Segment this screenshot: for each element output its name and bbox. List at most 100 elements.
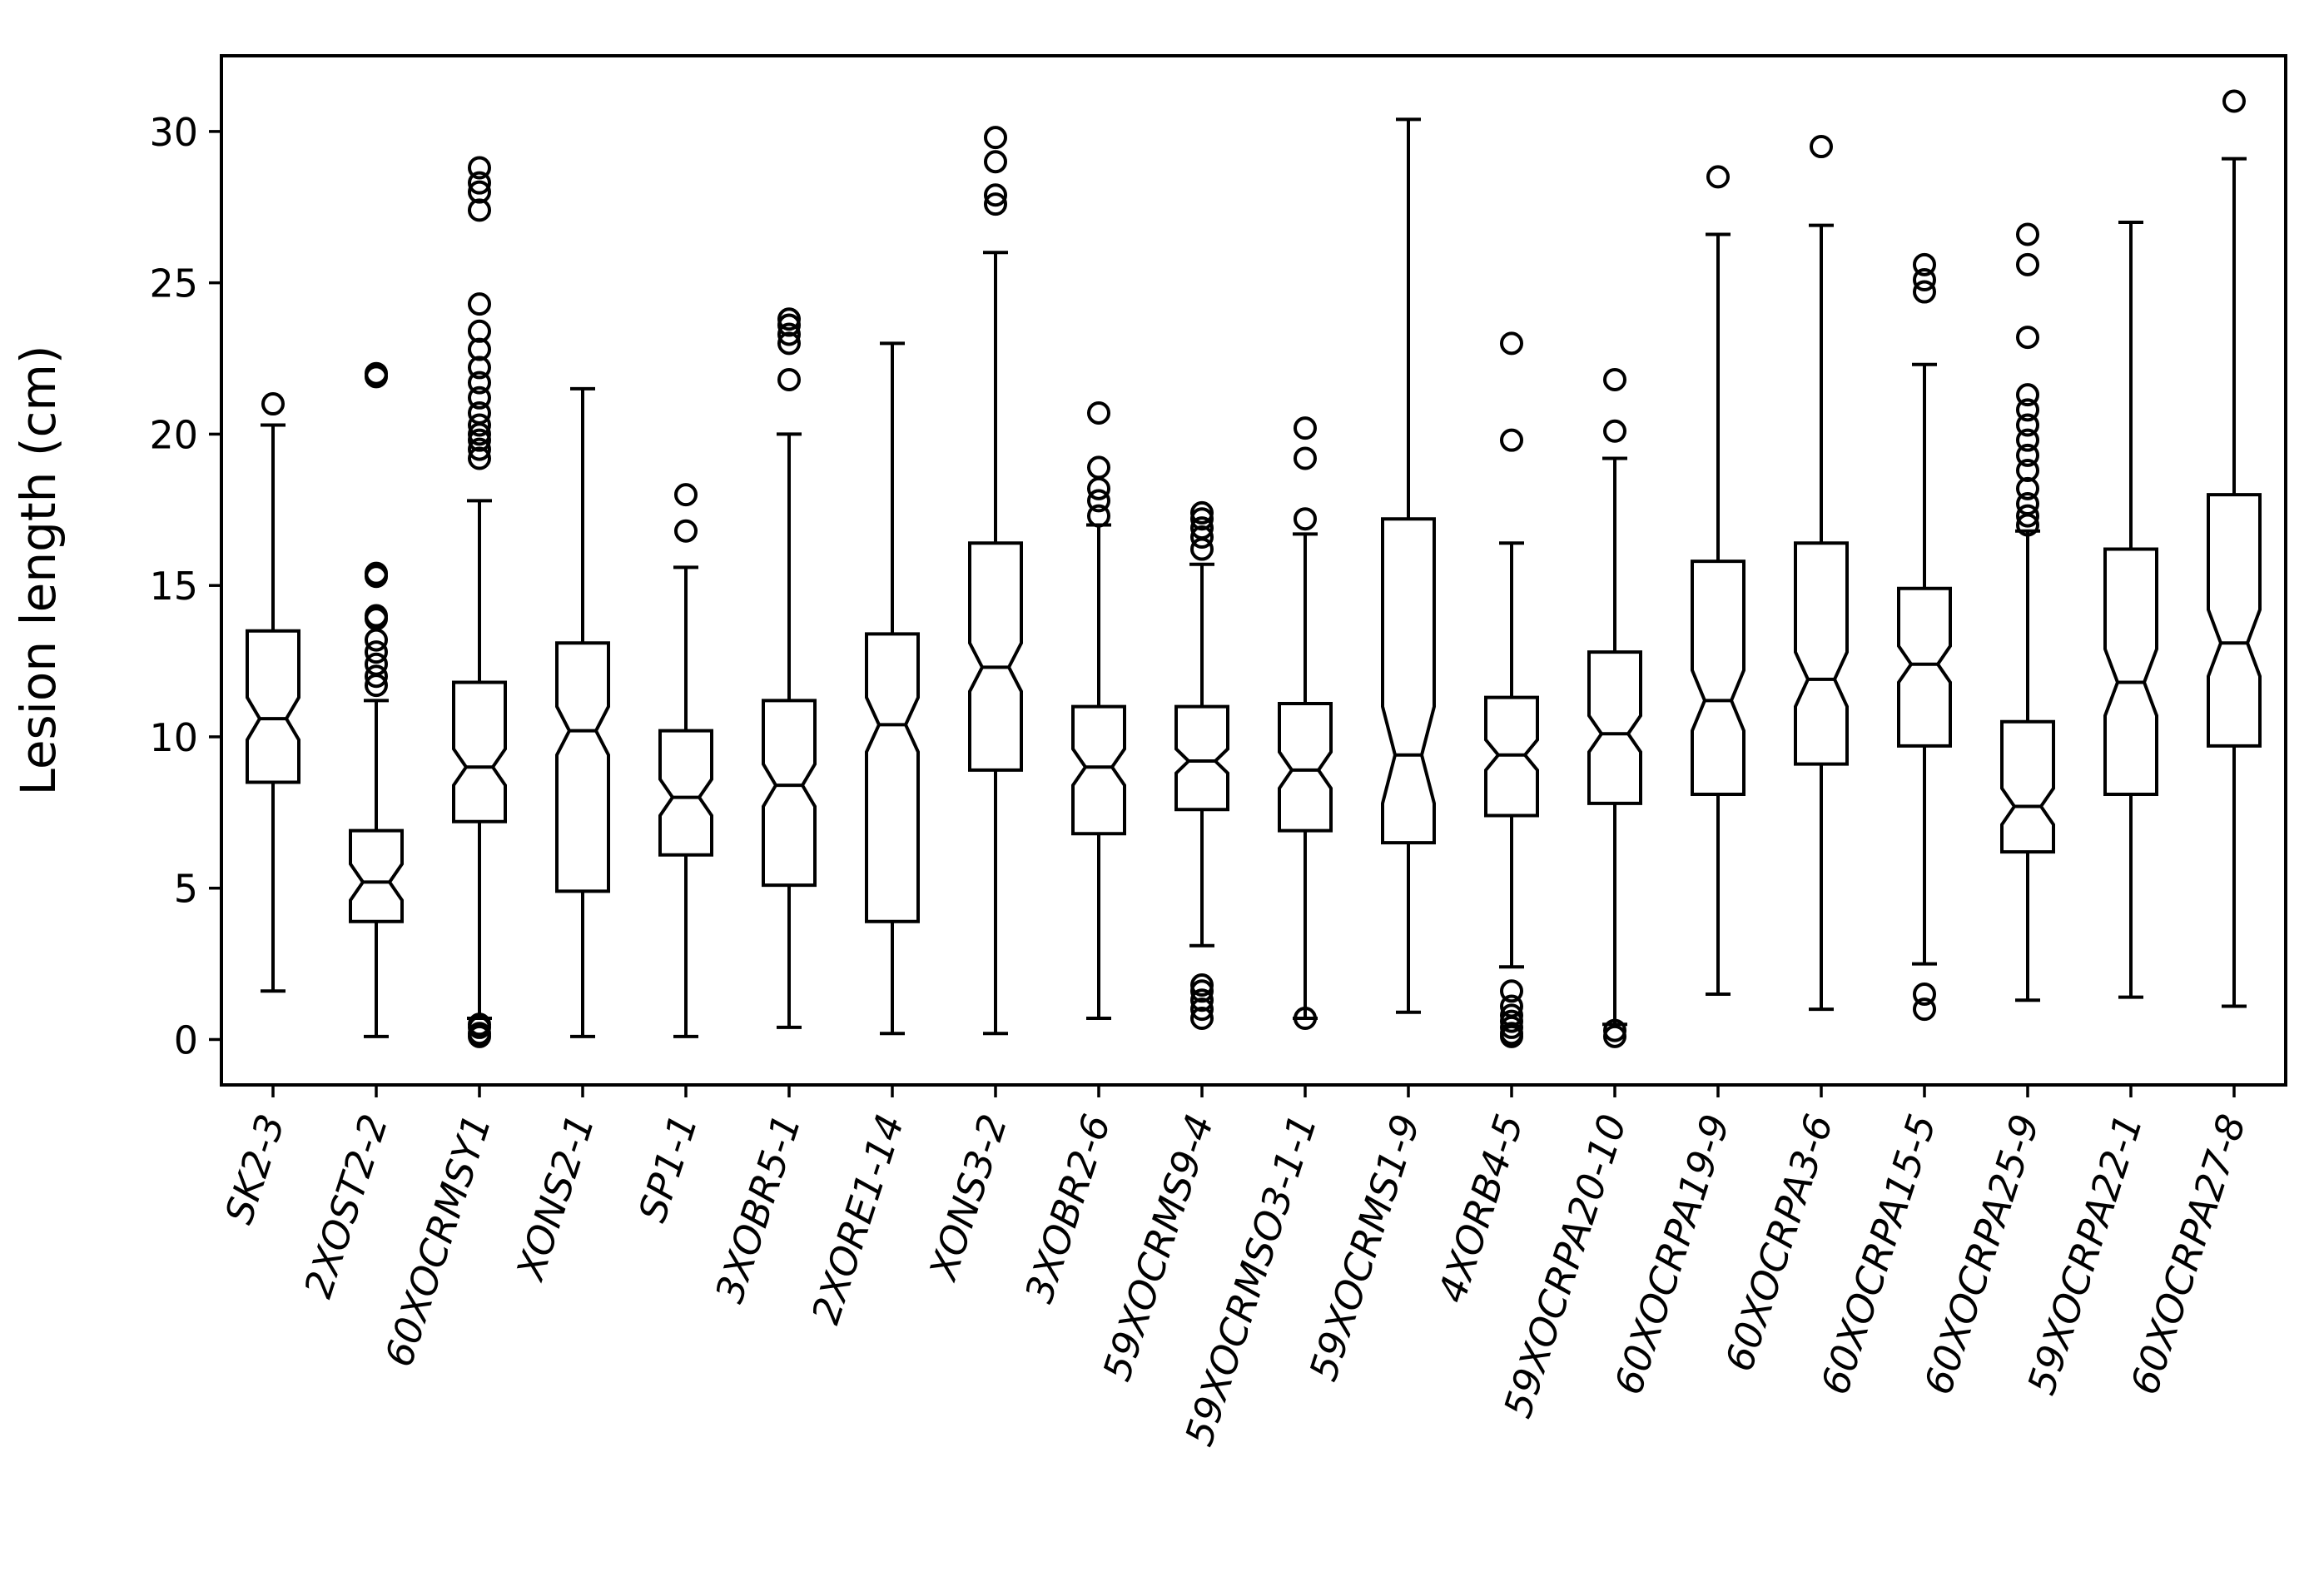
outlier-point: [1294, 507, 1317, 531]
outlier-point: [674, 519, 698, 543]
outlier-point: [468, 428, 491, 452]
outlier-point: [1500, 428, 1523, 452]
y-tick-label: 15: [149, 564, 198, 609]
outlier-point: [468, 386, 491, 410]
outlier-point: [2016, 459, 2039, 483]
outlier-point: [468, 156, 491, 180]
outlier-point: [1294, 416, 1317, 440]
box-group: [1278, 416, 1333, 1031]
outlier-point: [2016, 413, 2039, 437]
notched-box: [1691, 560, 1745, 797]
outlier-point: [777, 331, 801, 356]
outlier-point: [1294, 446, 1317, 470]
notched-box: [555, 641, 610, 893]
y-tick-label: 5: [174, 867, 198, 912]
notched-box: [246, 629, 300, 784]
outlier-point: [2016, 443, 2039, 467]
box-group: [2103, 220, 2158, 999]
outlier-point: [1190, 500, 1214, 525]
box-group: [968, 126, 1023, 1036]
outlier-point: [984, 192, 1007, 216]
outlier-point: [1294, 1007, 1317, 1031]
outlier-point: [1706, 165, 1730, 189]
outlier-point: [1913, 982, 1936, 1006]
notched-box: [1174, 704, 1229, 812]
outlier-point: [468, 171, 491, 195]
outlier-point: [2016, 252, 2039, 276]
outlier-point: [365, 561, 388, 585]
outlier-point: [261, 392, 285, 416]
outlier-point: [674, 483, 698, 507]
box-group: [1381, 117, 1436, 1014]
outlier-point: [468, 400, 491, 425]
notched-box: [2103, 547, 2158, 797]
box-group: [1794, 135, 1849, 1012]
outlier-point: [1603, 1024, 1626, 1048]
notched-box: [865, 632, 920, 923]
outlier-point: [1087, 455, 1110, 480]
box-group: [1691, 165, 1745, 996]
box-group: [762, 307, 817, 1029]
outlier-point: [1500, 1009, 1523, 1033]
outlier-point: [777, 307, 801, 331]
outlier-point: [1913, 252, 1936, 276]
notched-box: [2000, 719, 2055, 854]
outlier-point: [2016, 504, 2039, 528]
outlier-point: [1190, 516, 1214, 540]
outlier-point: [468, 198, 491, 222]
outlier-point: [777, 367, 801, 391]
box-group: [2000, 222, 2055, 1002]
box-group: [2207, 89, 2262, 1008]
outlier-point: [2016, 428, 2039, 452]
outlier-point: [2016, 383, 2039, 407]
notched-box: [658, 729, 713, 857]
outlier-point: [1190, 507, 1214, 531]
outlier-point: [984, 183, 1007, 207]
outlier-point: [1500, 994, 1523, 1018]
notched-box: [1794, 541, 1849, 766]
outlier-point: [1500, 1022, 1523, 1046]
outlier-point: [468, 319, 491, 343]
outlier-point: [2016, 222, 2039, 246]
outlier-point: [1603, 1018, 1626, 1042]
box-group: [1587, 367, 1642, 1048]
outlier-point: [1087, 400, 1110, 425]
outlier-point: [468, 180, 491, 204]
outlier-point: [777, 313, 801, 337]
outlier-point: [1603, 419, 1626, 443]
outlier-point: [1500, 331, 1523, 356]
outlier-point: [1500, 1003, 1523, 1027]
outlier-point: [365, 361, 388, 386]
outlier-point: [468, 371, 491, 395]
notched-box: [1484, 695, 1539, 818]
notched-box: [1587, 650, 1642, 805]
outlier-point: [468, 413, 491, 437]
outlier-point: [365, 640, 388, 664]
notched-box: [1897, 586, 1952, 748]
outlier-point: [1913, 997, 1936, 1022]
outlier-point: [777, 322, 801, 346]
outlier-point: [468, 292, 491, 316]
notched-box: [762, 699, 817, 888]
outlier-point: [1913, 280, 1936, 304]
outlier-point: [984, 126, 1007, 150]
outlier-point: [1190, 525, 1214, 550]
box-group: [246, 392, 300, 993]
notched-box: [1278, 701, 1333, 833]
notched-box: [1071, 704, 1126, 836]
notched-box: [1381, 517, 1436, 845]
outlier-point: [468, 356, 491, 380]
y-tick-label: 25: [149, 261, 198, 306]
box-group: [865, 341, 920, 1036]
outlier-point: [468, 446, 491, 470]
box-group: [1484, 331, 1539, 1048]
outlier-point: [365, 664, 388, 689]
notched-box: [968, 541, 1023, 772]
outlier-point: [2016, 398, 2039, 422]
axes-frame: [220, 54, 2287, 1087]
outlier-point: [468, 1012, 491, 1037]
outlier-point: [1087, 489, 1110, 513]
notched-box: [349, 828, 404, 923]
